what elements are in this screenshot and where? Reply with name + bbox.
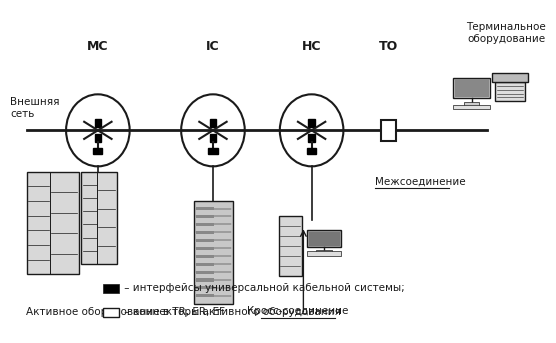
Text: Внешняя
сеть: Внешняя сеть <box>10 97 59 119</box>
Text: Кросс-соединение: Кросс-соединение <box>247 306 349 316</box>
Bar <box>196 247 214 250</box>
Text: Межсоединение: Межсоединение <box>375 177 465 187</box>
Bar <box>309 232 340 246</box>
Text: IC: IC <box>206 40 220 53</box>
Bar <box>453 105 490 109</box>
Bar <box>81 172 117 264</box>
Bar <box>279 216 302 276</box>
Bar <box>103 284 118 293</box>
Text: Активное оборудование в TR, ER, EF: Активное оборудование в TR, ER, EF <box>26 307 225 317</box>
Bar <box>309 119 315 127</box>
Bar <box>196 231 214 234</box>
Bar <box>95 119 101 127</box>
Bar <box>196 255 214 258</box>
Bar <box>103 308 118 317</box>
Text: – коннекторы активного оборудования: – коннекторы активного оборудования <box>121 307 341 318</box>
Bar <box>93 148 102 154</box>
Text: MC: MC <box>87 40 108 53</box>
Bar <box>464 102 479 106</box>
Bar <box>495 82 525 101</box>
Bar <box>208 148 217 154</box>
Bar <box>307 230 341 247</box>
Text: Терминальное
оборудование: Терминальное оборудование <box>466 22 546 44</box>
Bar <box>196 239 214 242</box>
Text: TO: TO <box>379 40 398 53</box>
Bar <box>381 120 396 141</box>
Bar <box>309 134 315 142</box>
Bar <box>196 279 214 282</box>
Bar <box>210 134 216 142</box>
Bar <box>196 215 214 218</box>
Bar <box>95 134 101 142</box>
Bar <box>316 250 332 254</box>
Bar <box>196 263 214 266</box>
Bar <box>196 294 214 297</box>
Bar <box>196 223 214 226</box>
Bar <box>196 271 214 274</box>
Bar <box>194 201 233 304</box>
Bar <box>453 78 490 98</box>
Bar <box>307 251 341 256</box>
Text: HC: HC <box>302 40 321 53</box>
Bar <box>196 207 214 210</box>
Bar <box>27 172 79 274</box>
Bar <box>196 286 214 289</box>
Bar <box>492 73 528 82</box>
Bar <box>455 79 489 97</box>
Bar <box>307 148 316 154</box>
Bar <box>210 119 216 127</box>
Text: – интерфейсы универсальной кабельной системы;: – интерфейсы универсальной кабельной сис… <box>121 283 405 294</box>
